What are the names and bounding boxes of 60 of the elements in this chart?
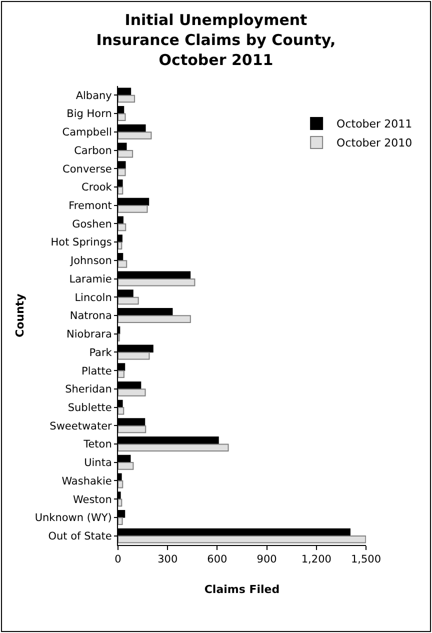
y-tick-label: Weston xyxy=(72,494,112,506)
bar xyxy=(118,498,122,507)
y-tick-label: Johnson xyxy=(70,255,112,268)
y-tick-label: Unknown (WY) xyxy=(34,512,112,524)
bar xyxy=(118,296,139,305)
x-tick-label: 600 xyxy=(207,554,228,566)
bar xyxy=(118,425,146,434)
legend-label: October 2010 xyxy=(336,136,412,150)
y-tick-label: Laramie xyxy=(69,273,112,286)
bar xyxy=(118,186,124,194)
bar xyxy=(118,315,191,323)
x-axis-title: Claims Filed xyxy=(204,582,280,596)
y-axis-title: County xyxy=(13,294,26,338)
y-tick-label: Park xyxy=(89,346,113,359)
y-tick-label: Campbell xyxy=(62,126,112,139)
x-tick-label: 1,200 xyxy=(301,554,332,566)
y-tick-label: Albany xyxy=(76,90,112,102)
x-tick-label: 900 xyxy=(256,554,277,566)
y-tick-label: Converse xyxy=(62,163,112,176)
y-tick-label: Washakie xyxy=(62,475,112,488)
chart-title: Initial Unemployment Insurance Claims by County, October 2011 xyxy=(96,10,336,70)
y-tick-label: Hot Springs xyxy=(50,236,112,249)
bar xyxy=(118,223,126,232)
y-tick-label: Fremont xyxy=(68,200,112,212)
bar xyxy=(118,132,152,140)
x-tick-label: 0 xyxy=(114,554,122,566)
y-tick-label: Sheridan xyxy=(65,384,112,396)
y-tick-label: Teton xyxy=(82,438,112,451)
bar xyxy=(118,370,124,378)
y-tick-label: Lincoln xyxy=(74,292,112,304)
y-tick-label: Niobrara xyxy=(66,328,112,341)
bar xyxy=(118,168,126,176)
bar xyxy=(118,94,136,103)
y-tick-label: Sweetwater xyxy=(50,420,113,432)
bar xyxy=(118,242,122,250)
y-tick-label: Sublette xyxy=(68,402,112,414)
bar xyxy=(118,444,229,452)
x-tick-label: 300 xyxy=(158,554,178,566)
bar xyxy=(118,388,146,396)
bar xyxy=(118,480,124,488)
bar xyxy=(118,150,134,158)
bar xyxy=(118,260,128,268)
y-tick-label: Uinta xyxy=(84,457,112,470)
bar xyxy=(118,406,124,415)
y-tick-label: Big Horn xyxy=(66,108,112,120)
y-tick-label: Out of State xyxy=(48,530,112,542)
y-tick-label: Goshen xyxy=(72,218,112,230)
bar xyxy=(118,462,134,470)
y-tick-label: Platte xyxy=(82,365,112,378)
bar xyxy=(118,205,148,213)
x-tick-label: 1,500 xyxy=(350,554,382,566)
bar xyxy=(118,517,123,525)
y-tick-label: Natrona xyxy=(70,310,112,322)
bar xyxy=(118,352,150,360)
legend-label: October 2011 xyxy=(336,118,412,131)
y-tick-label: Crook xyxy=(82,182,113,194)
bar xyxy=(118,536,366,544)
bar xyxy=(118,278,196,286)
bar xyxy=(118,113,126,122)
y-tick-label: Carbon xyxy=(74,144,112,157)
